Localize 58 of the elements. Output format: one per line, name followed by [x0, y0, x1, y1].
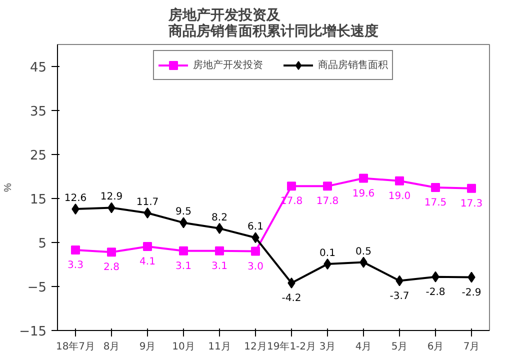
- x-tick-label: 18年7月: [56, 340, 96, 352]
- point: [215, 246, 224, 256]
- chart-title: 房地产开发投资及商品房销售面积累计同比增长速度: [168, 6, 378, 40]
- data-label: -3.7: [390, 290, 410, 302]
- x-tick-label: 9月: [139, 342, 156, 352]
- data-label: 4.1: [140, 256, 156, 268]
- point: [359, 174, 368, 183]
- data-label: 3.3: [68, 260, 84, 271]
- y-tick-label: 25: [30, 148, 47, 164]
- y-tick-label: −15: [19, 324, 47, 340]
- point: [431, 183, 440, 192]
- point: [467, 184, 476, 193]
- data-label: -4.2: [282, 292, 302, 304]
- x-tick-label: 3月: [319, 342, 336, 352]
- data-label: 11.7: [136, 197, 159, 208]
- data-label: 19.0: [388, 190, 411, 202]
- x-tick-label: 19年1-2月: [266, 340, 316, 352]
- data-label: 6.1: [248, 222, 264, 233]
- data-label: 17.3: [460, 198, 483, 210]
- point: [287, 182, 296, 191]
- data-label: 0.1: [320, 248, 336, 260]
- data-label: 3.0: [248, 261, 264, 272]
- point: [71, 245, 80, 254]
- data-label: 3.1: [212, 260, 228, 272]
- data-label: 12.9: [100, 192, 123, 203]
- data-label: 0.5: [356, 246, 372, 258]
- x-tick-label: 5月: [391, 342, 408, 352]
- data-label: 8.2: [212, 212, 228, 224]
- x-tick-label: 7月: [463, 342, 480, 352]
- y-tick-label: 35: [30, 104, 47, 120]
- data-label: 19.6: [352, 188, 375, 200]
- point: [143, 242, 152, 251]
- legend-label: 商品房销售面积: [318, 58, 388, 72]
- x-tick-label: 12月: [244, 342, 267, 352]
- point: [107, 248, 116, 257]
- x-tick-label: 4月: [355, 342, 372, 352]
- point: [323, 182, 332, 191]
- data-label: 17.8: [316, 196, 339, 208]
- data-label: 9.5: [176, 206, 192, 218]
- data-label: -2.9: [462, 287, 482, 298]
- x-tick-label: 6月: [427, 342, 444, 352]
- y-axis-title: %: [3, 182, 14, 192]
- x-tick-label: 8月: [103, 342, 120, 352]
- y-tick-label: −5: [27, 280, 47, 296]
- data-label: -2.8: [426, 286, 446, 298]
- x-tick-label: 10月: [172, 342, 195, 352]
- point: [395, 176, 404, 186]
- data-label: 17.5: [424, 198, 447, 208]
- x-tick-label: 11月: [208, 342, 231, 352]
- data-label: 3.1: [176, 260, 192, 272]
- legend-label: 房地产开发投资: [193, 58, 263, 72]
- data-label: 2.8: [104, 262, 120, 274]
- y-tick-label: 15: [30, 192, 47, 208]
- y-tick-label: 5: [38, 236, 47, 252]
- point: [251, 246, 260, 256]
- point: [179, 246, 188, 256]
- data-label: 12.6: [64, 193, 87, 204]
- y-tick-label: 45: [30, 60, 47, 76]
